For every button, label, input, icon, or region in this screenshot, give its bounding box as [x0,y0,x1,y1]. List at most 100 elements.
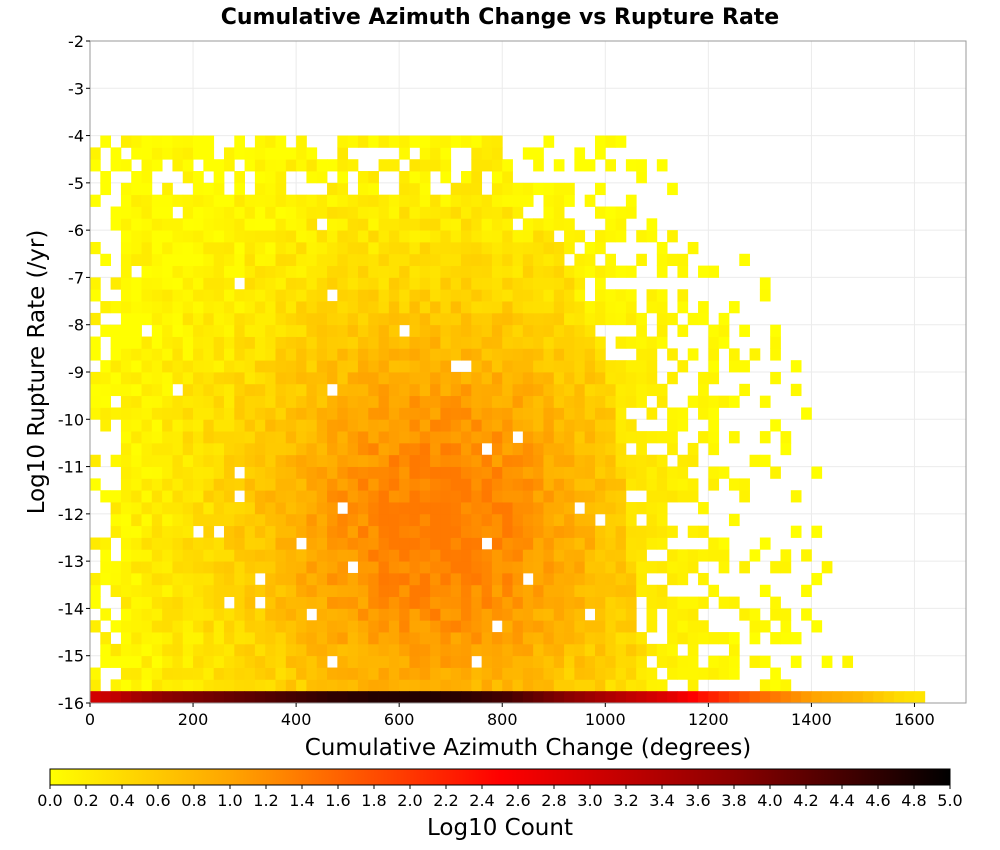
heatmap-cell [481,454,493,467]
heatmap-cell [471,135,483,148]
heatmap-cell [667,608,678,621]
heatmap-cell [584,348,596,361]
heatmap-cell [615,383,627,397]
heatmap-cell [172,620,184,633]
heatmap-cell [141,171,153,184]
heatmap-cell [409,667,421,680]
heatmap-cell [357,454,369,467]
heatmap-cell [512,336,524,349]
heatmap-cell [327,194,338,207]
heatmap-cell [450,584,462,598]
heatmap-cell [409,336,421,349]
heatmap-cell [120,537,132,550]
colorbar-tick-label: 0.0 [37,791,62,810]
heatmap-cell [564,490,575,503]
heatmap-cell-floor [461,691,472,703]
heatmap-cell [533,253,544,267]
heatmap-cell [316,159,328,172]
heatmap-cell [708,372,720,385]
heatmap-cell-floor [182,691,194,703]
heatmap-cell [203,620,215,633]
heatmap-cell [337,241,349,255]
heatmap-cell [316,324,328,337]
heatmap-cell [471,230,483,243]
heatmap-cell [522,561,534,574]
heatmap-cell [770,632,781,645]
heatmap-cell [141,277,153,290]
heatmap-cell [584,490,596,503]
heatmap-cell [327,324,338,337]
heatmap-cell [378,253,390,267]
heatmap-cell [275,395,287,408]
heatmap-cell [584,502,596,515]
heatmap-cell [296,289,307,302]
heatmap-cell [491,478,503,491]
heatmap-cell [677,289,689,302]
heatmap-cell [512,383,524,397]
heatmap-cell [553,537,565,550]
heatmap-cell [491,194,503,207]
heatmap-cell [172,230,184,243]
heatmap-cell [162,431,173,444]
heatmap-cell [182,667,194,680]
heatmap-cell [141,194,153,207]
heatmap-cell [151,620,163,633]
heatmap-cell [399,620,410,633]
heatmap-cell [254,182,266,196]
heatmap-cell [533,596,544,609]
heatmap-cell [543,265,555,278]
heatmap-cell [564,431,575,444]
heatmap-cell [440,277,452,290]
heatmap-cell [296,478,307,491]
heatmap-cell [378,218,390,231]
heatmap-cell [594,135,606,148]
heatmap-cell [285,502,297,515]
heatmap-cell [265,372,276,385]
heatmap-cell [615,372,627,385]
heatmap-cell [636,572,647,586]
heatmap-cell [182,608,194,621]
heatmap-cell [337,431,349,444]
heatmap-cell [213,407,225,420]
heatmap-cell [100,253,112,267]
heatmap-cell [409,525,421,538]
heatmap-cell [223,289,235,302]
heatmap-cell [440,194,452,207]
heatmap-cell [265,253,276,267]
heatmap-cell [553,584,565,598]
heatmap-cell [440,454,452,467]
heatmap-cell [285,632,297,645]
heatmap-cell [378,194,390,207]
heatmap-cell [502,360,513,373]
y-tick-label: -7 [68,268,84,287]
heatmap-cell [605,419,616,432]
heatmap-cell [213,490,225,503]
heatmap-cell [409,596,421,609]
heatmap-cell [337,407,349,420]
heatmap-cell [481,312,493,326]
heatmap-cell [182,194,194,207]
heatmap-cell [388,632,400,645]
heatmap-cell [522,442,534,456]
heatmap-cell [110,206,122,219]
heatmap-cell [223,632,235,645]
heatmap-cell [265,572,276,586]
heatmap-cell [543,643,555,657]
heatmap-cell [327,301,338,314]
heatmap-cell [182,135,194,148]
heatmap-cell [203,655,215,668]
heatmap-cell [357,466,369,479]
heatmap-cell [718,537,730,550]
heatmap-cell [357,478,369,491]
y-axis-ticks: -2-3-4-5-6-7-8-9-10-11-12-13-14-15-16 [58,32,90,713]
heatmap-cell [656,312,668,326]
heatmap-cell [471,442,483,456]
heatmap-cell [203,218,215,231]
heatmap-cell [388,643,400,657]
heatmap-cell [594,230,606,243]
heatmap-cell-floor [203,691,215,703]
heatmap-cell [327,230,338,243]
heatmap-cell [265,159,276,172]
y-tick-label: -12 [58,505,84,524]
heatmap-cell [265,360,276,373]
